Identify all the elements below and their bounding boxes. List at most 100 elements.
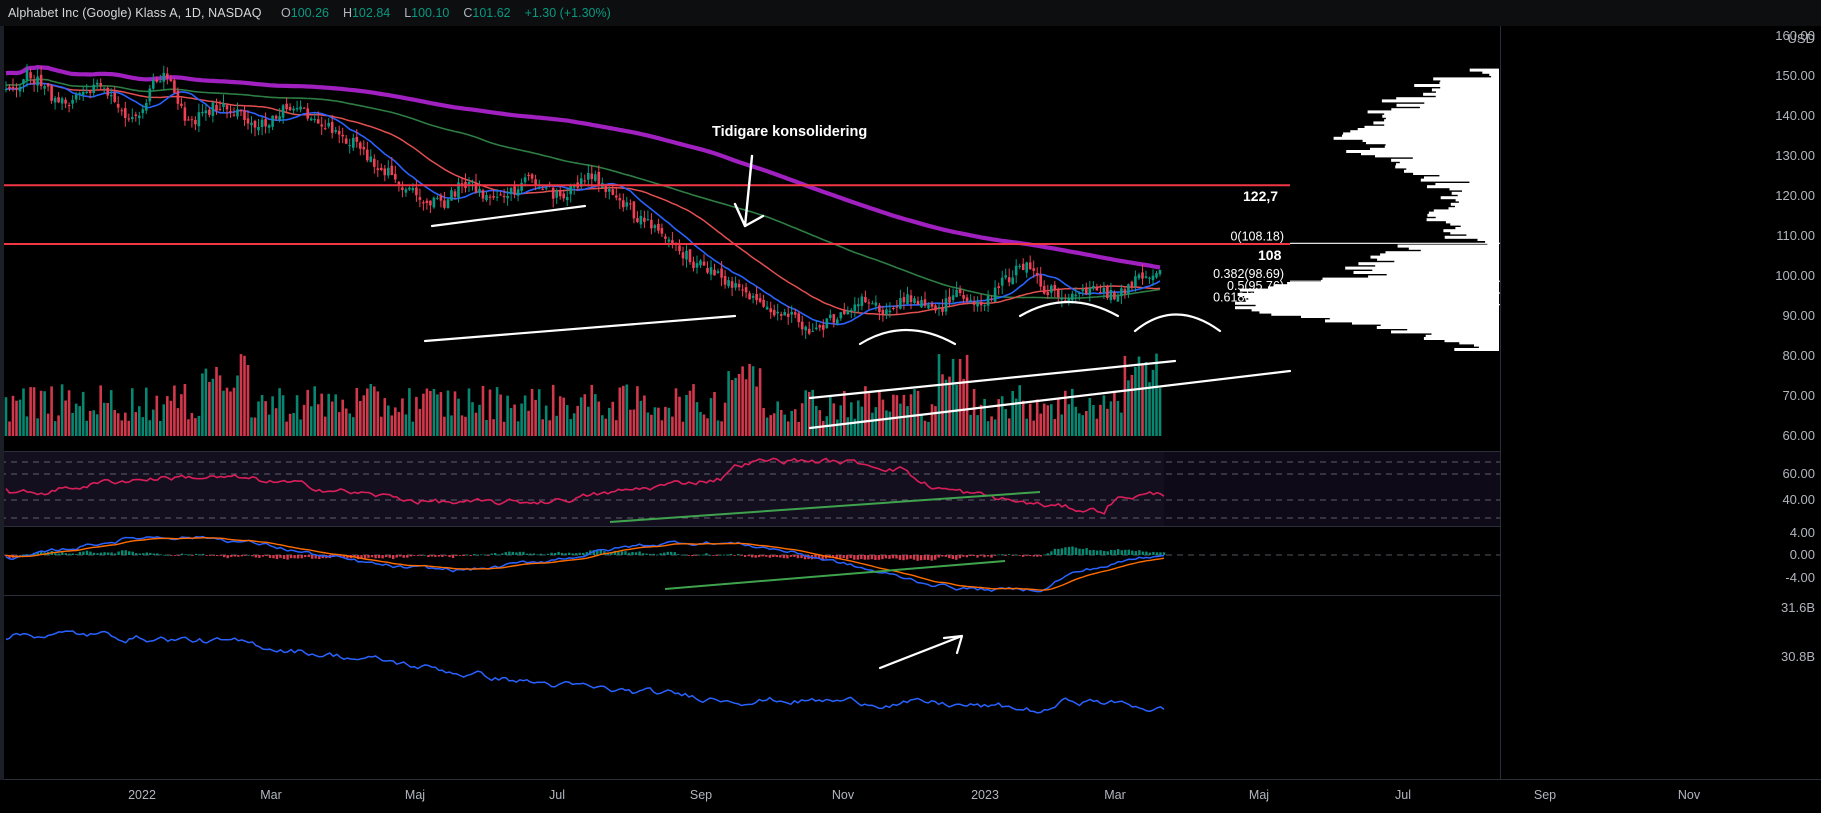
macd-hist-bar <box>469 555 472 556</box>
candle-body <box>551 187 555 199</box>
candle-body <box>394 173 397 180</box>
candle-body <box>615 195 618 198</box>
volume-bar <box>208 381 211 436</box>
candle-body <box>183 107 187 121</box>
candle-body <box>46 83 50 87</box>
volume-bar <box>74 403 78 436</box>
price-pane[interactable]: 122,7 108 0(108.18) 0.382(98.69) 0.5(95.76) 0… <box>0 26 1500 451</box>
volume-bar <box>366 388 369 436</box>
price-tick-120-00: 120.00 <box>1775 188 1815 203</box>
volume-profile-bar <box>1412 156 1499 160</box>
macd-trendline[interactable] <box>664 560 1006 590</box>
volume-bar <box>885 410 888 436</box>
trendline-rising-lower[interactable] <box>808 369 1292 430</box>
volume-bar <box>1109 401 1113 436</box>
volume-bar <box>1064 390 1067 436</box>
macd-pane[interactable] <box>0 527 1500 595</box>
macd-hist-bar <box>1141 551 1145 555</box>
rsi-pane[interactable] <box>0 452 1500 526</box>
volume-bar <box>1095 418 1099 436</box>
macd-hist-bar <box>610 552 613 555</box>
volume-bar <box>362 395 366 436</box>
volume-bar <box>587 406 590 436</box>
volume-bar <box>278 388 281 436</box>
volume-bar <box>653 407 657 436</box>
volume-bar <box>222 390 225 436</box>
symbol-title[interactable]: Alphabet Inc (Google) Klass A, 1D, NASDA… <box>8 6 262 20</box>
volume-profile-bar <box>1361 152 1499 156</box>
candle-body <box>762 299 765 307</box>
volume-bar <box>180 394 183 436</box>
volume-profile-bar <box>1246 299 1499 303</box>
macd-hist-bar <box>212 555 215 556</box>
candle-body <box>71 100 74 104</box>
candle-body <box>888 310 892 313</box>
volume-bar <box>71 412 74 436</box>
volume-bar <box>432 389 436 436</box>
time-axis[interactable]: 2022 Mar Maj Jul Sep Nov 2023 Mar Maj Jul Sep Nov <box>0 779 1821 813</box>
drawings <box>423 204 1292 430</box>
volume-profile-bar <box>1350 130 1499 134</box>
volume-bar <box>706 418 709 436</box>
candle-body <box>839 312 843 319</box>
volume-bar <box>187 419 190 436</box>
macd-hist-bar <box>427 555 430 558</box>
volume-bar <box>239 354 243 436</box>
candle-body <box>1158 269 1162 275</box>
candle-body <box>874 302 878 306</box>
macd-hist-bar <box>698 554 701 556</box>
volume-profile-bar <box>1427 213 1499 217</box>
macd-hist-bar <box>846 555 849 560</box>
candle-body <box>1092 285 1095 289</box>
macd-hist-bar <box>990 555 993 558</box>
price-tick-90-00: 90.00 <box>1782 308 1815 323</box>
fib-label-3: 0.618(92.83) <box>1213 291 1284 305</box>
candle-body <box>583 180 587 182</box>
volume-bar <box>1088 398 1092 436</box>
candle-body <box>941 307 944 312</box>
price-scale[interactable]: USD 160.00 150.00 140.00 130.00 120.00 110.00 1… <box>1500 26 1821 780</box>
macd-hist-bar <box>201 553 205 555</box>
time-label-mar: Mar <box>1104 788 1126 802</box>
volume-histogram <box>4 353 1162 436</box>
trendline-support-mid[interactable] <box>423 314 737 343</box>
volume-bar <box>815 406 818 436</box>
candle-body <box>513 186 516 195</box>
candle-body <box>1123 289 1127 294</box>
candle-body <box>671 240 674 245</box>
macd-hist-bar <box>793 555 796 557</box>
macd-hist-bar <box>289 555 293 559</box>
macd-hist-bar <box>1078 548 1081 555</box>
volume-bar <box>811 389 814 436</box>
macd-hist-bar <box>620 551 624 555</box>
trendline-upper-left[interactable] <box>430 204 587 228</box>
macd-hist-bar <box>113 553 117 555</box>
candle-body <box>699 260 702 266</box>
macd-hist-bar <box>392 555 395 560</box>
volume-bar <box>320 393 323 436</box>
candle-body <box>467 182 471 186</box>
volume-bar <box>629 409 632 436</box>
macd-hist-bar <box>205 555 208 556</box>
candle-body <box>1120 288 1123 297</box>
volume-bar <box>888 411 892 436</box>
volume-bar <box>401 398 404 436</box>
candle-body <box>341 134 344 137</box>
trendline-rising-upper[interactable] <box>808 359 1177 400</box>
macd-hist-bar <box>641 553 645 555</box>
volume-bar <box>295 395 299 436</box>
volume-bar <box>713 392 716 436</box>
volume-profile-bar <box>1444 339 1499 343</box>
macd-hist-bar <box>557 551 560 555</box>
volume-bar <box>934 406 937 436</box>
macd-hist-bar <box>613 550 617 555</box>
macd-hist-bar <box>261 555 265 557</box>
rsi-trendline[interactable] <box>609 491 1041 523</box>
macd-hist-bar <box>441 555 444 557</box>
volume-bar <box>895 395 899 436</box>
candle-body <box>488 196 492 198</box>
obv-pane[interactable] <box>0 596 1500 780</box>
volume-profile-bar <box>1478 345 1499 349</box>
macd-hist-bar <box>564 553 567 555</box>
volume-bar <box>408 388 411 436</box>
